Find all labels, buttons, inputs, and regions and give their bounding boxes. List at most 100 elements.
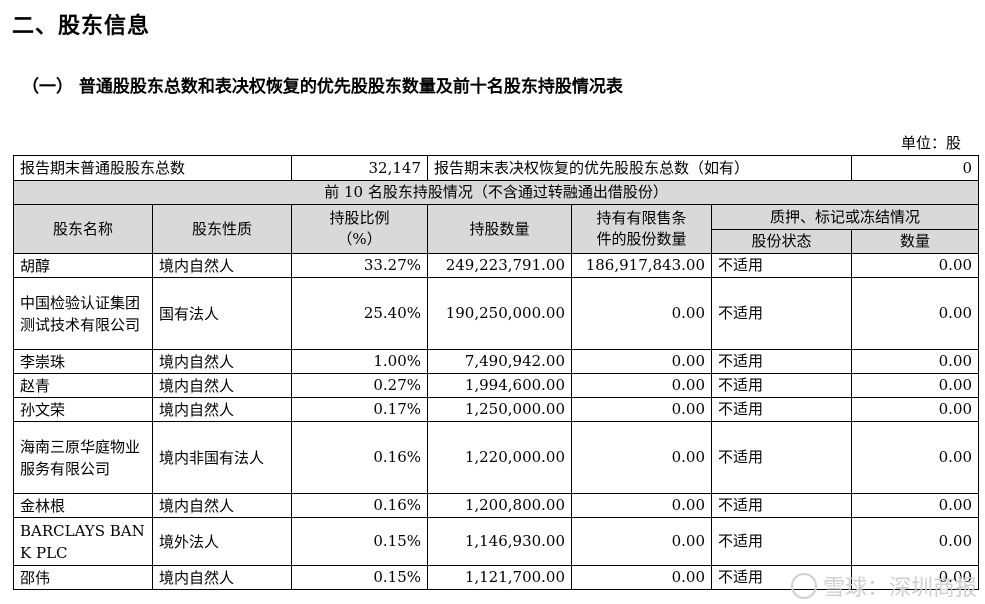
pledge-status: 不适用 (711, 517, 853, 566)
shareholder-name: 中国检验认证集团测试技术有限公司 (13, 277, 153, 350)
section-heading: 二、股东信息 (12, 14, 151, 39)
pledge-status: 不适用 (711, 277, 853, 350)
restricted-shares: 0.00 (571, 349, 713, 374)
holding-ratio: 0.15% (291, 565, 429, 590)
header-restricted: 持有有限售条 件的股份数量 (571, 204, 713, 254)
table-row: 赵青 境内自然人 0.27% 1,994,600.00 0.00 不适用 0.00 (13, 373, 980, 398)
table-row: 中国检验认证集团测试技术有限公司 国有法人 25.40% 190,250,000.00… (13, 277, 980, 350)
shareholder-name: 邵伟 (13, 565, 153, 590)
shareholder-nature: 境内自然人 (151, 565, 293, 590)
common-holders-label: 报告期末普通股股东总数 (12, 155, 293, 181)
holding-ratio: 33.27% (291, 253, 429, 278)
unit-label: 单位：股 (900, 134, 961, 152)
shareholder-name: BARCLAYS BANK PLC (13, 517, 153, 566)
header-name: 股东名称 (13, 204, 153, 254)
pref-holders-label: 报告期末表决权恢复的优先股股东总数（如有） (427, 155, 853, 181)
pledge-quantity: 0.00 (851, 397, 980, 422)
top10-section-title: 前 10 名股东持股情况（不含通过转融通出借股份） (12, 180, 980, 205)
shareholder-nature: 境内自然人 (151, 493, 293, 518)
shareholder-nature: 境外法人 (151, 517, 293, 566)
pref-holders-value: 0 (851, 155, 980, 181)
holding-ratio: 0.15% (291, 517, 429, 566)
header-restricted-line2: 件的股份数量 (596, 230, 687, 248)
section-row: 前 10 名股东持股情况（不含通过转融通出借股份） (12, 180, 980, 205)
table-row: 孙文荣 境内自然人 0.17% 1,250,000.00 0.00 不适用 0.00 (13, 397, 980, 422)
shares-held: 1,994,600.00 (427, 373, 573, 398)
shares-held: 1,121,700.00 (427, 565, 573, 590)
shares-held: 1,200,800.00 (427, 493, 573, 518)
restricted-shares: 0.00 (571, 277, 713, 350)
table-title: （一） 普通股股东总数和表决权恢复的优先股股东数量及前十名股东持股情况表 (22, 77, 623, 97)
pledge-quantity: 0.00 (851, 373, 980, 398)
shares-held: 1,250,000.00 (427, 397, 573, 422)
restricted-shares: 0.00 (571, 517, 713, 566)
table-row: 海南三原华庭物业服务有限公司 境内非国有法人 0.16% 1,220,000.00 0.… (13, 421, 980, 494)
watermark: 雪球：深圳商报 (790, 570, 977, 602)
restricted-shares: 0.00 (571, 397, 713, 422)
header-row-1: 股东名称 股东性质 持股比例 （%） 持股数量 持有有限售条 件的股份数量 质押… (13, 204, 980, 254)
shares-held: 1,220,000.00 (427, 421, 573, 494)
holding-ratio: 25.40% (291, 277, 429, 350)
header-ratio-line2: （%） (337, 230, 382, 248)
holding-ratio: 0.27% (291, 373, 429, 398)
table-row: 金林根 境内自然人 0.16% 1,200,800.00 0.00 不适用 0.00 (13, 493, 980, 518)
header-ratio-line1: 持股比例 (329, 209, 390, 227)
table-row: 李崇珠 境内自然人 1.00% 7,490,942.00 0.00 不适用 0.00 (13, 349, 980, 374)
pledge-quantity: 0.00 (851, 493, 980, 518)
header-nature: 股东性质 (151, 204, 293, 254)
shareholder-name: 海南三原华庭物业服务有限公司 (13, 421, 153, 494)
header-pledge-qty: 数量 (851, 229, 980, 254)
shareholder-nature: 境内自然人 (151, 397, 293, 422)
holding-ratio: 0.17% (291, 397, 429, 422)
shares-held: 7,490,942.00 (427, 349, 573, 374)
restricted-shares: 0.00 (571, 493, 713, 518)
pledge-status: 不适用 (711, 373, 853, 398)
shareholder-nature: 国有法人 (151, 277, 293, 350)
shares-held: 249,223,791.00 (427, 253, 573, 278)
pledge-status: 不适用 (711, 397, 853, 422)
holding-ratio: 1.00% (291, 349, 429, 374)
pledge-status: 不适用 (711, 493, 853, 518)
common-holders-value: 32,147 (291, 155, 429, 181)
restricted-shares: 0.00 (571, 373, 713, 398)
shareholder-name: 金林根 (13, 493, 153, 518)
snowball-logo-icon (790, 573, 817, 599)
shareholder-table: 报告期末普通股股东总数 32,147 报告期末表决权恢复的优先股股东总数（如有）… (12, 155, 980, 590)
pledge-quantity: 0.00 (851, 349, 980, 374)
header-row-2: 股份状态 数量 (14, 229, 980, 254)
summary-row: 报告期末普通股股东总数 32,147 报告期末表决权恢复的优先股股东总数（如有）… (12, 155, 980, 181)
shareholder-name: 孙文荣 (13, 397, 153, 422)
shares-held: 1,146,930.00 (427, 517, 573, 566)
header-restricted-line1: 持有有限售条 (596, 209, 687, 227)
shareholder-nature: 境内非国有法人 (151, 421, 293, 494)
holding-ratio: 0.16% (291, 493, 429, 518)
table-row: 胡醇 境内自然人 33.27% 249,223,791.00 186,917,843.0… (13, 253, 980, 278)
shareholder-nature: 境内自然人 (151, 253, 293, 278)
shareholder-name: 胡醇 (13, 253, 153, 278)
pledge-status: 不适用 (711, 421, 853, 494)
header-shares: 持股数量 (427, 204, 573, 254)
watermark-text: 雪球：深圳商报 (822, 576, 977, 601)
table-row: 邵伟 境内自然人 0.15% 1,121,700.00 0.00 不适用 0.00 (13, 565, 980, 590)
pledge-quantity: 0.00 (851, 421, 980, 494)
header-pledge: 质押、标记或冻结情况 (711, 204, 980, 230)
pledge-quantity: 0.00 (851, 253, 980, 278)
shareholder-nature: 境内自然人 (151, 373, 293, 398)
header-pledge-status: 股份状态 (711, 229, 853, 254)
pledge-quantity: 0.00 (851, 277, 980, 350)
holding-ratio: 0.16% (291, 421, 429, 494)
shareholder-name: 李崇珠 (13, 349, 153, 374)
pledge-quantity: 0.00 (851, 517, 980, 566)
shareholder-nature: 境内自然人 (151, 349, 293, 374)
shareholder-name: 赵青 (13, 373, 153, 398)
restricted-shares: 0.00 (571, 421, 713, 494)
pledge-status: 不适用 (711, 349, 853, 374)
pledge-status: 不适用 (711, 253, 853, 278)
restricted-shares: 0.00 (571, 565, 713, 590)
pledge-quantity: 0.00 (851, 565, 980, 590)
table-row: BARCLAYS BANK PLC 境外法人 0.15% 1,146,930.00 0.… (13, 517, 980, 566)
shares-held: 190,250,000.00 (427, 277, 573, 350)
header-ratio: 持股比例 （%） (291, 204, 429, 254)
restricted-shares: 186,917,843.00 (571, 253, 713, 278)
pledge-status: 不适用 (711, 565, 853, 590)
